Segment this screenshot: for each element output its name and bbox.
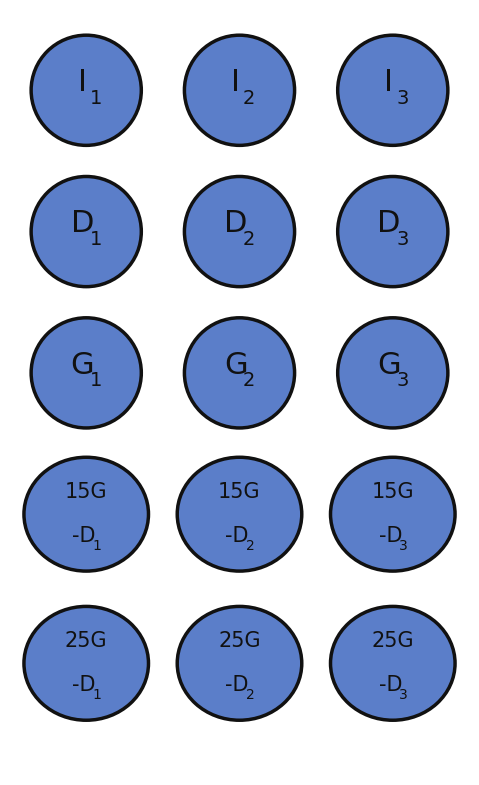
Text: 15G: 15G [372, 482, 414, 502]
Text: D: D [377, 210, 400, 238]
Text: I: I [78, 68, 87, 97]
Ellipse shape [331, 607, 455, 721]
Text: G: G [377, 351, 401, 379]
Text: 2: 2 [243, 230, 255, 249]
Text: 1: 1 [90, 371, 102, 390]
Text: D: D [224, 210, 247, 238]
Ellipse shape [31, 177, 141, 287]
Ellipse shape [177, 607, 302, 721]
Text: 3: 3 [399, 688, 408, 702]
Text: 25G: 25G [218, 631, 261, 652]
Text: 25G: 25G [372, 631, 414, 652]
Ellipse shape [331, 457, 455, 571]
Ellipse shape [338, 35, 448, 145]
Text: 1: 1 [92, 688, 101, 702]
Text: 3: 3 [396, 89, 409, 108]
Ellipse shape [184, 177, 295, 287]
Ellipse shape [338, 177, 448, 287]
Ellipse shape [184, 35, 295, 145]
Text: -D: -D [72, 526, 96, 546]
Text: 1: 1 [92, 539, 101, 553]
Ellipse shape [24, 457, 148, 571]
Text: D: D [71, 210, 94, 238]
Text: I: I [385, 68, 393, 97]
Text: -D: -D [225, 675, 249, 696]
Text: 1: 1 [90, 89, 102, 108]
Ellipse shape [24, 607, 148, 721]
Text: 2: 2 [243, 371, 255, 390]
Text: 15G: 15G [218, 482, 261, 502]
Ellipse shape [338, 318, 448, 428]
Text: 3: 3 [396, 371, 409, 390]
Text: 25G: 25G [65, 631, 107, 652]
Text: 3: 3 [399, 539, 408, 553]
Text: G: G [224, 351, 248, 379]
Text: 2: 2 [243, 89, 255, 108]
Text: -D: -D [225, 526, 249, 546]
Text: I: I [231, 68, 240, 97]
Ellipse shape [31, 35, 141, 145]
Ellipse shape [184, 318, 295, 428]
Text: 2: 2 [246, 688, 254, 702]
Text: 2: 2 [246, 539, 254, 553]
Text: G: G [70, 351, 94, 379]
Ellipse shape [31, 318, 141, 428]
Ellipse shape [177, 457, 302, 571]
Text: 15G: 15G [65, 482, 107, 502]
Text: -D: -D [378, 675, 402, 696]
Text: -D: -D [378, 526, 402, 546]
Text: 1: 1 [90, 230, 102, 249]
Text: -D: -D [72, 675, 96, 696]
Text: 3: 3 [396, 230, 409, 249]
